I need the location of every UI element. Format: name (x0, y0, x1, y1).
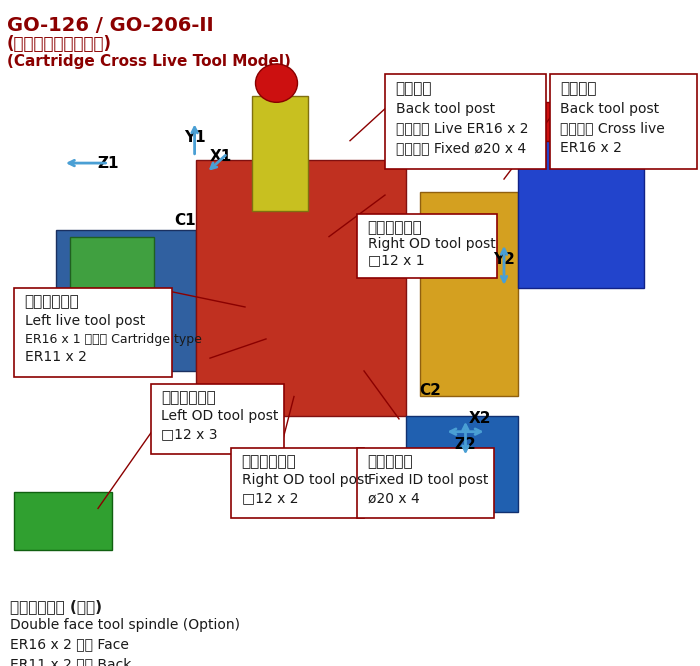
Text: GO-126 / GO-206-II: GO-126 / GO-206-II (7, 16, 214, 35)
Text: □12 x 1: □12 x 1 (368, 253, 424, 267)
FancyBboxPatch shape (14, 288, 172, 378)
Text: 端面固定 Fixed ø20 x 4: 端面固定 Fixed ø20 x 4 (395, 141, 526, 155)
Text: (彈夾式側面動力刀款): (彈夾式側面動力刀款) (7, 35, 112, 53)
Text: 背面刀座: 背面刀座 (560, 81, 596, 96)
Bar (420, 192, 518, 396)
Text: ER11 x 2 背面 Back: ER11 x 2 背面 Back (10, 657, 132, 666)
Bar (14, 492, 112, 550)
Text: Y1: Y1 (184, 130, 205, 145)
FancyBboxPatch shape (357, 214, 497, 278)
Bar (196, 160, 406, 416)
Text: ER16 x 2 正面 Face: ER16 x 2 正面 Face (10, 637, 130, 651)
FancyBboxPatch shape (385, 73, 546, 169)
FancyBboxPatch shape (550, 73, 696, 169)
Text: 右邊外徑車刀: 右邊外徑車刀 (241, 454, 296, 470)
Text: Fixed ID tool post: Fixed ID tool post (368, 473, 488, 487)
Text: Back tool post: Back tool post (560, 102, 659, 116)
Bar (252, 96, 308, 211)
Text: 側面動力 Cross live: 側面動力 Cross live (560, 121, 665, 135)
FancyBboxPatch shape (150, 384, 284, 454)
Text: C2: C2 (419, 382, 442, 398)
Text: 雙面刀具轉軸 (選配): 雙面刀具轉軸 (選配) (10, 599, 102, 614)
Text: 右邊外徑車刀: 右邊外徑車刀 (368, 220, 422, 235)
Text: □12 x 3: □12 x 3 (161, 428, 218, 442)
FancyBboxPatch shape (231, 448, 364, 518)
Text: Double face tool spindle (Option): Double face tool spindle (Option) (10, 619, 241, 633)
Text: Y2: Y2 (493, 252, 515, 266)
FancyBboxPatch shape (357, 448, 494, 518)
Text: X1: X1 (209, 149, 232, 165)
Text: X2: X2 (468, 412, 491, 426)
Text: (Cartridge Cross Live Tool Model): (Cartridge Cross Live Tool Model) (7, 55, 291, 69)
Text: □12 x 2: □12 x 2 (241, 492, 298, 505)
Bar (406, 416, 518, 511)
Bar (518, 109, 644, 288)
Text: 左邊外徑刀座: 左邊外徑刀座 (161, 390, 216, 406)
Text: ø20 x 4: ø20 x 4 (368, 492, 419, 505)
Text: Z1: Z1 (98, 156, 119, 170)
Bar (70, 236, 154, 288)
Text: 背面刀座: 背面刀座 (395, 81, 432, 96)
Text: ER16 x 2: ER16 x 2 (560, 141, 622, 155)
Text: Left OD tool post: Left OD tool post (161, 409, 279, 423)
Text: 端面動力 Live ER16 x 2: 端面動力 Live ER16 x 2 (395, 121, 528, 135)
Text: Z2: Z2 (454, 437, 477, 452)
Text: ER11 x 2: ER11 x 2 (25, 350, 86, 364)
Text: Back tool post: Back tool post (395, 102, 495, 116)
Circle shape (256, 64, 298, 103)
Text: C1: C1 (175, 213, 196, 228)
Bar (518, 103, 644, 141)
Bar (56, 230, 196, 371)
Text: 固定內徑座: 固定內徑座 (368, 454, 413, 470)
Text: Left live tool post: Left live tool post (25, 314, 145, 328)
Text: Right OD tool post: Right OD tool post (368, 236, 496, 250)
Text: Right OD tool post: Right OD tool post (241, 473, 370, 487)
Text: ER16 x 1 彈夾式 Cartridge type: ER16 x 1 彈夾式 Cartridge type (25, 332, 202, 346)
Text: 左邊動力刀座: 左邊動力刀座 (25, 294, 79, 310)
